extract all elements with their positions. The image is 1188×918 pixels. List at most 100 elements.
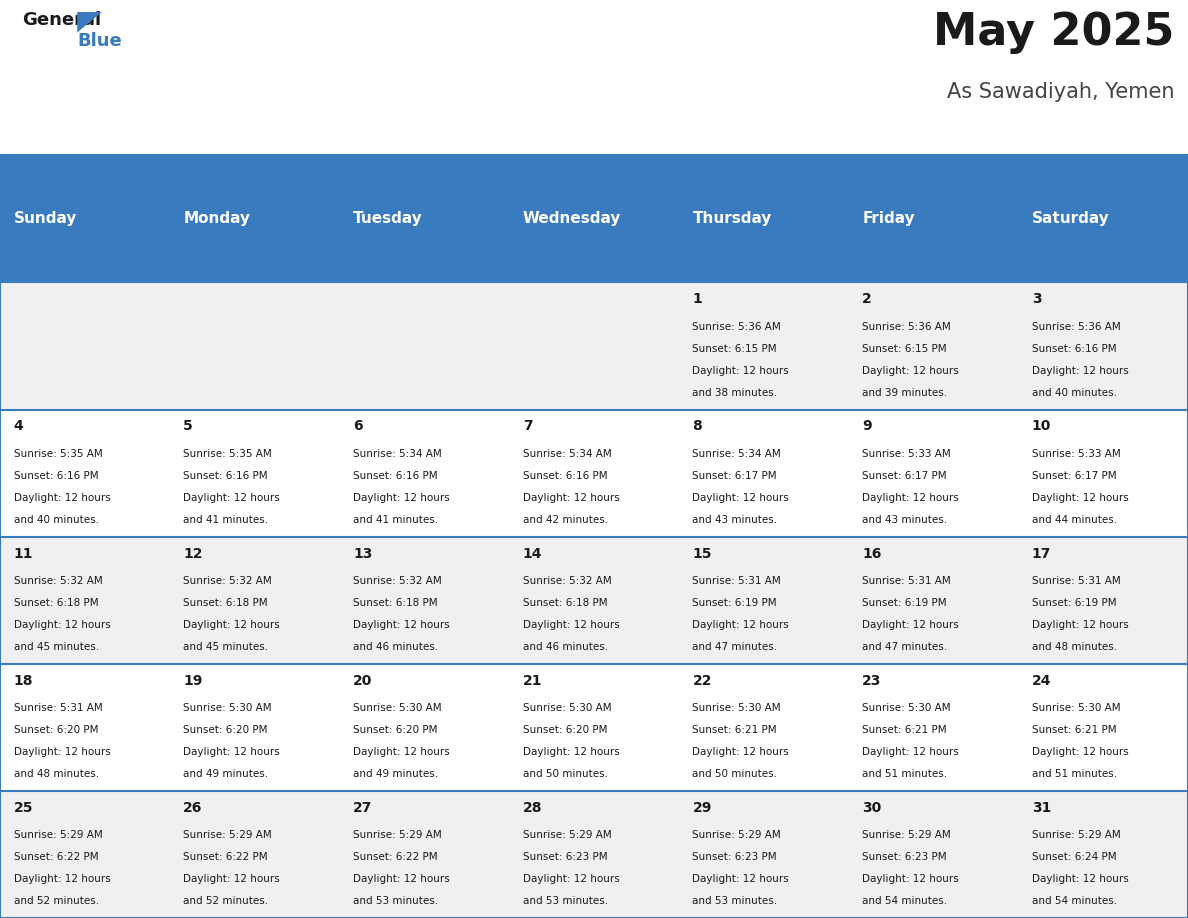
Text: and 38 minutes.: and 38 minutes. [693, 387, 778, 397]
Text: and 52 minutes.: and 52 minutes. [183, 896, 268, 906]
Text: Daylight: 12 hours: Daylight: 12 hours [523, 747, 619, 757]
Text: Sunset: 6:18 PM: Sunset: 6:18 PM [523, 599, 607, 608]
Text: and 54 minutes.: and 54 minutes. [862, 896, 947, 906]
Text: Sunset: 6:23 PM: Sunset: 6:23 PM [862, 852, 947, 862]
Text: Sunset: 6:22 PM: Sunset: 6:22 PM [183, 852, 268, 862]
Bar [848, 409, 1018, 537]
Bar [0, 664, 170, 791]
Text: Daylight: 12 hours: Daylight: 12 hours [183, 874, 280, 884]
Text: 19: 19 [183, 674, 203, 688]
Text: Daylight: 12 hours: Daylight: 12 hours [183, 493, 280, 503]
Text: Blue: Blue [77, 32, 122, 50]
Text: 17: 17 [1032, 546, 1051, 561]
Text: Sunrise: 5:29 AM: Sunrise: 5:29 AM [523, 831, 612, 841]
Text: 25: 25 [13, 800, 33, 815]
Bar [848, 155, 1018, 283]
Text: Sunrise: 5:30 AM: Sunrise: 5:30 AM [183, 703, 272, 713]
Text: Sunset: 6:22 PM: Sunset: 6:22 PM [353, 852, 437, 862]
Text: 13: 13 [353, 546, 372, 561]
Text: Saturday: Saturday [1032, 211, 1110, 227]
Text: Sunset: 6:23 PM: Sunset: 6:23 PM [693, 852, 777, 862]
Bar [0, 283, 170, 409]
Text: and 50 minutes.: and 50 minutes. [523, 769, 608, 779]
Text: Sunset: 6:15 PM: Sunset: 6:15 PM [862, 344, 947, 354]
Bar [678, 664, 848, 791]
Text: Daylight: 12 hours: Daylight: 12 hours [1032, 365, 1129, 375]
Text: Sunrise: 5:36 AM: Sunrise: 5:36 AM [693, 322, 782, 332]
Text: Sunset: 6:18 PM: Sunset: 6:18 PM [353, 599, 437, 608]
Text: Sunset: 6:16 PM: Sunset: 6:16 PM [353, 471, 437, 481]
Bar [678, 155, 848, 283]
Bar [170, 664, 340, 791]
Text: Daylight: 12 hours: Daylight: 12 hours [1032, 493, 1129, 503]
Text: Sunrise: 5:29 AM: Sunrise: 5:29 AM [693, 831, 782, 841]
Text: Sunrise: 5:32 AM: Sunrise: 5:32 AM [523, 577, 612, 587]
Text: and 53 minutes.: and 53 minutes. [353, 896, 438, 906]
Bar [510, 791, 678, 918]
Text: 16: 16 [862, 546, 881, 561]
Text: Sunset: 6:16 PM: Sunset: 6:16 PM [523, 471, 607, 481]
Text: Daylight: 12 hours: Daylight: 12 hours [693, 874, 789, 884]
Text: Daylight: 12 hours: Daylight: 12 hours [523, 620, 619, 630]
Text: and 50 minutes.: and 50 minutes. [693, 769, 777, 779]
Text: 11: 11 [13, 546, 33, 561]
Text: and 43 minutes.: and 43 minutes. [862, 515, 947, 525]
Text: Sunset: 6:16 PM: Sunset: 6:16 PM [13, 471, 99, 481]
Text: and 43 minutes.: and 43 minutes. [693, 515, 778, 525]
Text: Sunrise: 5:30 AM: Sunrise: 5:30 AM [862, 703, 950, 713]
Text: Thursday: Thursday [693, 211, 772, 227]
Text: Daylight: 12 hours: Daylight: 12 hours [693, 620, 789, 630]
Bar [848, 791, 1018, 918]
Text: Daylight: 12 hours: Daylight: 12 hours [13, 493, 110, 503]
Text: Sunrise: 5:30 AM: Sunrise: 5:30 AM [523, 703, 612, 713]
Bar [0, 537, 170, 664]
Text: Daylight: 12 hours: Daylight: 12 hours [523, 874, 619, 884]
Text: and 48 minutes.: and 48 minutes. [13, 769, 99, 779]
Bar [0, 409, 170, 537]
Text: and 51 minutes.: and 51 minutes. [1032, 769, 1117, 779]
Text: Daylight: 12 hours: Daylight: 12 hours [1032, 874, 1129, 884]
Text: May 2025: May 2025 [933, 11, 1175, 54]
Text: and 46 minutes.: and 46 minutes. [353, 642, 438, 652]
Text: Sunset: 6:20 PM: Sunset: 6:20 PM [13, 725, 99, 735]
Text: Daylight: 12 hours: Daylight: 12 hours [183, 747, 280, 757]
Text: 18: 18 [13, 674, 33, 688]
Text: General: General [23, 11, 101, 29]
Text: Sunset: 6:15 PM: Sunset: 6:15 PM [693, 344, 777, 354]
Text: Sunrise: 5:29 AM: Sunrise: 5:29 AM [353, 831, 442, 841]
Polygon shape [77, 12, 102, 32]
Bar [848, 537, 1018, 664]
Text: 21: 21 [523, 674, 542, 688]
Text: Sunrise: 5:30 AM: Sunrise: 5:30 AM [693, 703, 781, 713]
Text: Sunrise: 5:32 AM: Sunrise: 5:32 AM [353, 577, 442, 587]
Bar [1018, 791, 1188, 918]
Text: and 54 minutes.: and 54 minutes. [1032, 896, 1117, 906]
Text: 26: 26 [183, 800, 203, 815]
Text: Sunrise: 5:36 AM: Sunrise: 5:36 AM [1032, 322, 1120, 332]
Text: Sunset: 6:21 PM: Sunset: 6:21 PM [862, 725, 947, 735]
Text: Sunrise: 5:29 AM: Sunrise: 5:29 AM [862, 831, 950, 841]
Bar [170, 283, 340, 409]
Text: Sunrise: 5:33 AM: Sunrise: 5:33 AM [1032, 449, 1120, 459]
Text: and 40 minutes.: and 40 minutes. [13, 515, 99, 525]
Text: 8: 8 [693, 420, 702, 433]
Text: Sunday: Sunday [13, 211, 77, 227]
Text: Daylight: 12 hours: Daylight: 12 hours [693, 365, 789, 375]
Text: and 53 minutes.: and 53 minutes. [693, 896, 778, 906]
Bar [1018, 537, 1188, 664]
Text: 15: 15 [693, 546, 712, 561]
Text: Daylight: 12 hours: Daylight: 12 hours [353, 874, 450, 884]
Text: Sunrise: 5:29 AM: Sunrise: 5:29 AM [1032, 831, 1120, 841]
Text: and 41 minutes.: and 41 minutes. [183, 515, 268, 525]
Text: 31: 31 [1032, 800, 1051, 815]
Text: Sunrise: 5:36 AM: Sunrise: 5:36 AM [862, 322, 950, 332]
Text: and 48 minutes.: and 48 minutes. [1032, 642, 1117, 652]
Text: and 39 minutes.: and 39 minutes. [862, 387, 947, 397]
Bar [0, 155, 170, 283]
Text: Sunrise: 5:34 AM: Sunrise: 5:34 AM [693, 449, 782, 459]
Text: Sunrise: 5:35 AM: Sunrise: 5:35 AM [183, 449, 272, 459]
Bar [170, 791, 340, 918]
Text: Daylight: 12 hours: Daylight: 12 hours [523, 493, 619, 503]
Text: and 47 minutes.: and 47 minutes. [862, 642, 947, 652]
Text: Sunrise: 5:33 AM: Sunrise: 5:33 AM [862, 449, 950, 459]
